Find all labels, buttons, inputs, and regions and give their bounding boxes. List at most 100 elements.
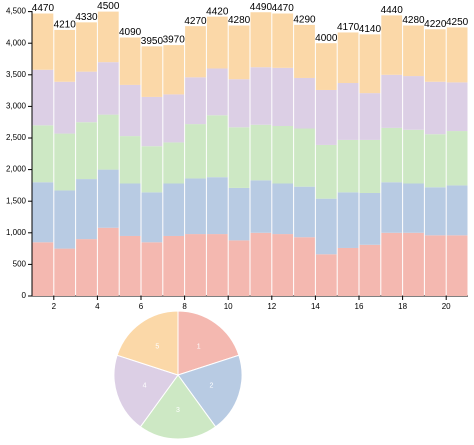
x-tick-label: 20 xyxy=(442,302,451,311)
x-tick-label: 14 xyxy=(311,302,320,311)
total-label: 4210 xyxy=(54,20,77,31)
slice-label: 1 xyxy=(197,343,201,350)
bar-segment xyxy=(119,183,141,236)
bar-segment xyxy=(272,125,294,184)
bar-segment xyxy=(54,190,76,249)
bar-segment xyxy=(250,67,272,125)
bar-segment xyxy=(228,187,250,241)
bar-segment xyxy=(403,183,424,233)
bar-segment xyxy=(294,186,315,238)
x-tick-label: 16 xyxy=(355,302,364,311)
total-label: 4490 xyxy=(250,2,273,13)
bar-segment xyxy=(424,81,446,135)
total-label: 4420 xyxy=(206,6,229,17)
bar-segment xyxy=(381,182,403,233)
x-tick-label: 12 xyxy=(267,302,276,311)
bar-segment xyxy=(424,235,446,296)
bar-segment xyxy=(141,96,163,147)
bar-segment xyxy=(97,169,119,228)
bar-segment xyxy=(119,136,141,184)
bar-segment xyxy=(185,178,206,235)
bar-segment xyxy=(32,182,54,243)
bar-segment xyxy=(272,13,294,68)
bar-segment xyxy=(315,89,337,145)
x-tick-label: 4 xyxy=(95,302,100,311)
bar-segment xyxy=(446,185,468,236)
bar-segment xyxy=(228,240,250,296)
bar-segment xyxy=(403,232,424,296)
y-tick-label: 4,500 xyxy=(6,7,27,16)
bar-segment xyxy=(163,94,185,143)
y-tick-label: 1,000 xyxy=(6,228,27,237)
bar-segment xyxy=(337,139,359,193)
y-tick-label: 3,500 xyxy=(6,70,27,79)
total-label: 4330 xyxy=(75,12,98,23)
total-label: 4440 xyxy=(381,5,404,16)
bar-segment xyxy=(97,11,119,63)
pie-slice xyxy=(177,354,243,428)
bar-segment xyxy=(185,77,206,125)
y-tick-label: 4,000 xyxy=(6,38,27,47)
bar-segment xyxy=(446,82,468,132)
bar-segment xyxy=(76,122,97,180)
total-label: 4000 xyxy=(315,33,338,44)
slice-label: 3 xyxy=(176,407,180,414)
bar-segment xyxy=(403,129,424,184)
bar-segment xyxy=(359,93,381,140)
total-label: 4470 xyxy=(272,3,295,14)
bar-segment xyxy=(315,43,337,90)
bar-segment xyxy=(54,29,76,82)
bar-segment xyxy=(250,180,272,233)
pie-slice xyxy=(177,310,240,376)
x-tick-label: 2 xyxy=(52,302,57,311)
bar-segment xyxy=(76,239,97,296)
total-label: 4500 xyxy=(97,1,120,12)
bar-segment xyxy=(359,192,381,245)
total-label: 3950 xyxy=(141,36,164,47)
bar-segment xyxy=(206,177,228,235)
bar-segment xyxy=(359,139,381,193)
bar-segment xyxy=(97,114,119,170)
slice-label: 5 xyxy=(155,343,159,350)
bar-segment xyxy=(403,25,424,77)
bar-segment xyxy=(76,179,97,240)
bar-segment xyxy=(424,29,446,82)
bar-segment xyxy=(294,237,315,296)
bar-segment xyxy=(337,32,359,84)
bar-segment xyxy=(32,13,54,70)
total-label: 4280 xyxy=(402,15,425,26)
total-label: 4220 xyxy=(424,19,447,30)
pie-slice xyxy=(113,354,179,428)
slice-label: 2 xyxy=(210,383,214,390)
bar-segment xyxy=(294,77,315,129)
bar-segment xyxy=(424,134,446,188)
bar-segment xyxy=(250,12,272,68)
bar-segment xyxy=(337,247,359,296)
bar-segment xyxy=(97,227,119,296)
bar-segment xyxy=(381,127,403,183)
bar-segment xyxy=(32,242,54,296)
bar-segment xyxy=(163,142,185,184)
bar-segment xyxy=(228,25,250,80)
bar-segment xyxy=(206,234,228,296)
bar-segment xyxy=(54,133,76,191)
bar-segment xyxy=(359,34,381,94)
bar-segment xyxy=(206,16,228,69)
bar-segment xyxy=(32,125,54,183)
bar-segment xyxy=(54,81,76,134)
y-tick-label: 500 xyxy=(13,260,27,269)
y-tick-label: 3,000 xyxy=(6,102,27,111)
total-label: 4140 xyxy=(359,24,382,35)
bar-segment xyxy=(185,234,206,296)
bar-segment xyxy=(315,254,337,296)
x-tick-label: 10 xyxy=(224,302,233,311)
bar-segment xyxy=(359,244,381,296)
bar-segment xyxy=(206,68,228,116)
bar-segment xyxy=(141,242,163,296)
bar-segment xyxy=(141,192,163,243)
bar-segment xyxy=(337,192,359,248)
bar-segment xyxy=(228,79,250,128)
bar-segment xyxy=(185,124,206,179)
pie-slice xyxy=(116,310,179,376)
